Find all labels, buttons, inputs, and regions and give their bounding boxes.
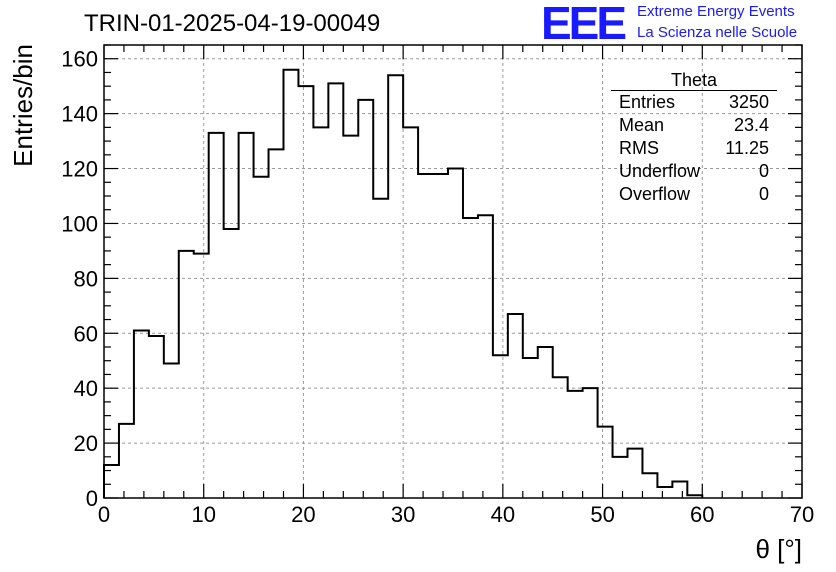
histogram-outline xyxy=(103,68,704,498)
x-tick-label: 50 xyxy=(590,502,614,527)
histogram-bin xyxy=(104,465,119,498)
histogram-bin xyxy=(583,388,598,498)
histogram-bin xyxy=(463,218,478,498)
histogram-bin xyxy=(493,355,508,498)
logo-subtitle-2: La Scienza nelle Scuole xyxy=(637,24,798,41)
stats-label: RMS xyxy=(619,138,659,158)
histogram-bin xyxy=(508,314,523,498)
histogram-bin xyxy=(239,133,254,498)
y-tick-label: 0 xyxy=(86,486,98,511)
stats-value: 23.4 xyxy=(733,115,769,135)
histogram-bin xyxy=(553,377,568,498)
histogram-bin xyxy=(283,70,298,498)
histogram-bin xyxy=(343,136,358,498)
histogram-bin xyxy=(373,199,388,498)
stats-row-rms: RMS 11.25 xyxy=(611,137,777,160)
histogram-bin xyxy=(478,215,493,498)
y-tick-label: 40 xyxy=(74,376,98,401)
x-tick-label: 10 xyxy=(191,502,215,527)
stats-value: 0 xyxy=(758,184,769,204)
histogram-bin xyxy=(313,127,328,498)
stats-label: Overflow xyxy=(619,184,691,204)
histogram-bin xyxy=(134,331,149,498)
stats-title: Theta xyxy=(611,70,777,91)
stats-row-mean: Mean 23.4 xyxy=(611,114,777,137)
histogram-bin xyxy=(403,127,418,498)
y-tick-label: 100 xyxy=(61,211,98,236)
stats-label: Entries xyxy=(619,92,676,112)
histogram-bin xyxy=(418,174,433,498)
histogram-bin xyxy=(598,427,613,498)
y-tick-label: 60 xyxy=(74,321,98,346)
histogram-bin xyxy=(269,149,284,498)
histogram-bin xyxy=(568,391,583,498)
histogram-bin xyxy=(433,174,448,498)
histogram-bin xyxy=(358,100,373,498)
chart-title: TRIN-01-2025-04-19-00049 xyxy=(84,10,381,37)
stats-row-overflow: Overflow 0 xyxy=(611,183,777,206)
y-tick-label: 120 xyxy=(61,157,98,182)
histogram-bin xyxy=(628,449,643,498)
x-tick-label: 20 xyxy=(291,502,315,527)
eee-logo: EEE xyxy=(541,0,627,49)
histogram-bin xyxy=(149,336,164,498)
y-axis-label: Entries/bin xyxy=(8,44,38,167)
y-tick-label: 140 xyxy=(61,102,98,127)
x-tick-label: 60 xyxy=(690,502,714,527)
stats-box: Theta Entries 3250 Mean 23.4 RMS 11.25 U… xyxy=(611,70,777,206)
histogram-bins xyxy=(103,68,704,498)
histogram-bin xyxy=(523,358,538,498)
stats-label: Underflow xyxy=(619,161,701,181)
histogram-bin xyxy=(448,169,463,498)
y-tick-labels: 0 20 40 60 80 100 120 140 160 xyxy=(61,47,98,511)
x-tick-label: 40 xyxy=(491,502,515,527)
axis-ticks xyxy=(103,44,803,499)
stats-label: Mean xyxy=(619,115,665,135)
x-tick-labels: 0 10 20 30 40 50 60 70 xyxy=(98,502,814,527)
logo-subtitle-1: Extreme Energy Events xyxy=(637,3,795,20)
histogram-bin xyxy=(388,75,403,498)
histogram-bin xyxy=(613,457,628,498)
x-tick-label: 0 xyxy=(98,502,110,527)
stats-row-underflow: Underflow 0 xyxy=(611,160,777,183)
y-tick-label: 80 xyxy=(74,266,98,291)
histogram-bin xyxy=(164,363,179,498)
stats-value: 3250 xyxy=(728,92,769,112)
histogram-bin xyxy=(298,86,313,498)
histogram-bin xyxy=(194,254,209,498)
histogram-bin xyxy=(328,83,343,498)
histogram-bin xyxy=(224,229,239,498)
x-axis-label: θ [°] xyxy=(755,534,802,564)
histogram-bin xyxy=(657,487,672,498)
y-tick-label: 160 xyxy=(61,47,98,72)
histogram-bin xyxy=(254,177,269,498)
histogram-bin xyxy=(179,251,194,498)
histogram-bin xyxy=(119,424,134,498)
x-tick-label: 30 xyxy=(391,502,415,527)
stats-row-entries: Entries 3250 xyxy=(611,91,777,114)
plot-frame xyxy=(103,44,803,499)
histogram-bin xyxy=(672,482,687,498)
histogram-bin xyxy=(209,133,224,498)
x-tick-label: 70 xyxy=(790,502,814,527)
y-tick-label: 20 xyxy=(74,431,98,456)
histogram-bin xyxy=(538,347,553,498)
stats-value: 0 xyxy=(758,161,769,181)
histogram-bin xyxy=(642,473,657,498)
stats-value: 11.25 xyxy=(725,138,769,158)
